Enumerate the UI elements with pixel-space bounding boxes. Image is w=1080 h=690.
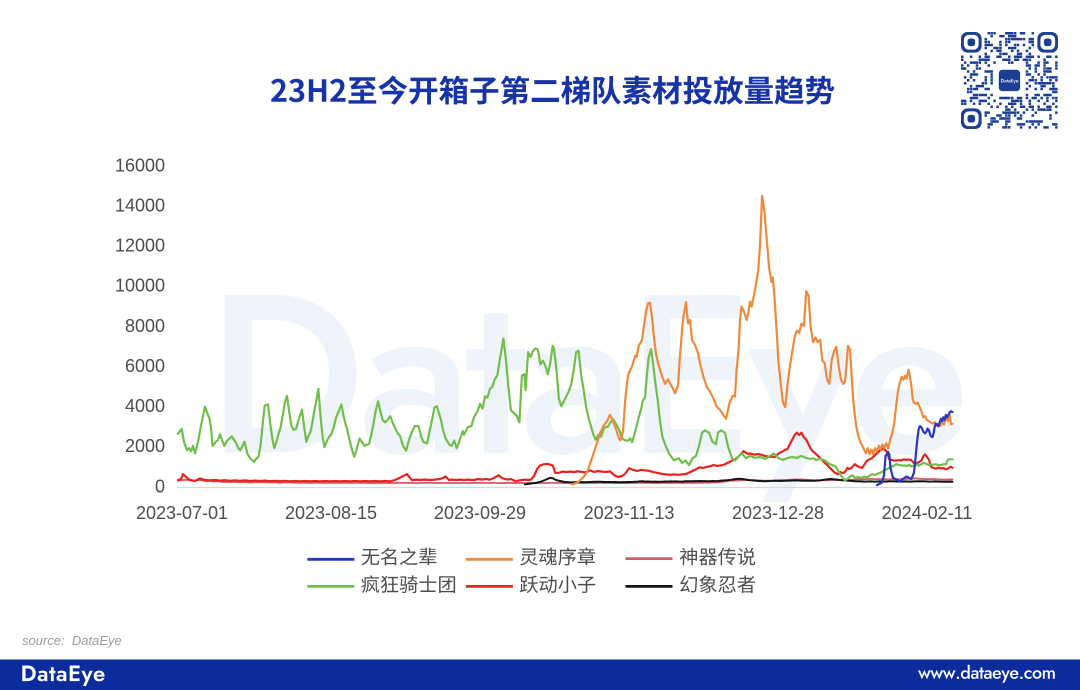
svg-text:2023-09-29: 2023-09-29 [434, 503, 526, 523]
svg-text:2023-12-28: 2023-12-28 [732, 503, 824, 523]
svg-text:0: 0 [155, 476, 165, 496]
svg-text:8000: 8000 [125, 316, 165, 336]
svg-text:6000: 6000 [125, 356, 165, 376]
svg-text:2000: 2000 [125, 436, 165, 456]
svg-text:14000: 14000 [115, 195, 165, 215]
svg-text:2023-07-01: 2023-07-01 [136, 503, 228, 523]
svg-text:2023-08-15: 2023-08-15 [285, 503, 377, 523]
svg-text:2023-11-13: 2023-11-13 [584, 503, 675, 523]
svg-text:2024-02-11: 2024-02-11 [882, 503, 973, 523]
svg-text:12000: 12000 [115, 236, 165, 256]
svg-text:4000: 4000 [125, 396, 165, 416]
svg-text:source: DataEye: source: DataEye [22, 633, 122, 648]
svg-text:10000: 10000 [115, 276, 165, 296]
svg-text:16000: 16000 [115, 155, 165, 175]
